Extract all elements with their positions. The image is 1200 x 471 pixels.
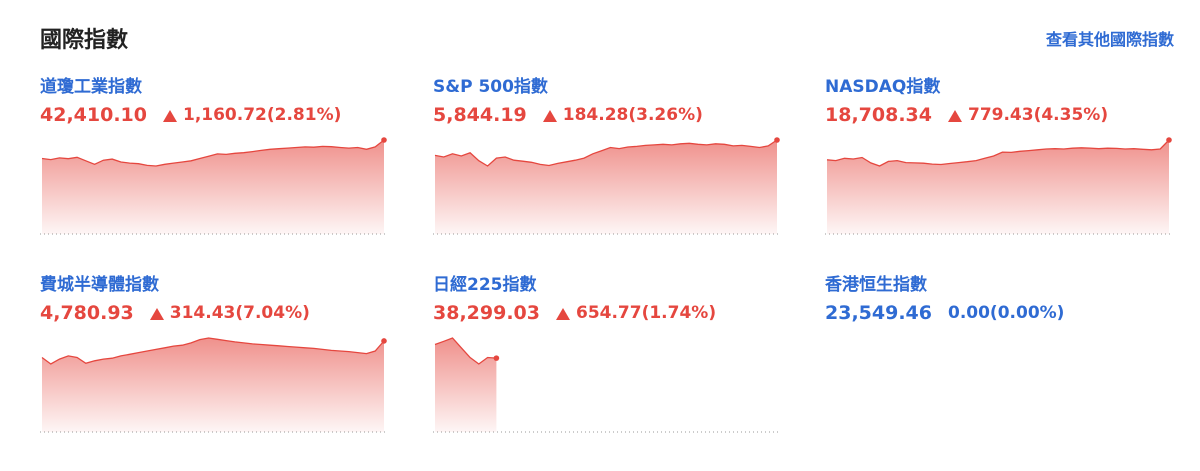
up-arrow (947, 110, 962, 122)
sparkline (40, 137, 387, 235)
arrow-shape (149, 308, 164, 320)
index-change: 779.43(4.35%) (967, 105, 1109, 125)
spark-line (434, 139, 778, 167)
up-arrow (555, 308, 570, 320)
spark-area (435, 338, 497, 432)
sparkline (433, 137, 780, 235)
index-price: 42,410.10 (40, 104, 147, 126)
last-point (493, 355, 500, 361)
sparkline (433, 337, 779, 433)
sparkline (40, 337, 387, 433)
spark-area (827, 140, 1169, 234)
up-arrow (149, 308, 164, 320)
index-name[interactable]: S&P 500指數 (433, 77, 548, 97)
index-price: 23,549.46 (825, 302, 932, 324)
last-point (1166, 137, 1172, 143)
spark-area (435, 140, 777, 234)
last-point (774, 137, 780, 143)
sparkline (825, 137, 1172, 235)
arrow-shape (162, 110, 177, 122)
spark-area (42, 140, 384, 234)
index-change: 184.28(3.26%) (562, 105, 703, 125)
index-name[interactable]: 香港恒生指數 (825, 275, 927, 295)
index-change: 1,160.72(2.81%) (182, 105, 342, 125)
more-link[interactable]: 查看其他國際指數 (1045, 30, 1174, 49)
up-arrow (542, 110, 557, 122)
section-title: 國際指數 (40, 28, 129, 53)
index-name[interactable]: 道瓊工業指數 (40, 77, 142, 97)
index-change: 314.43(7.04%) (169, 303, 310, 323)
index-name[interactable]: 費城半導體指數 (40, 275, 159, 295)
arrow-shape (542, 110, 557, 122)
index-price: 18,708.34 (825, 104, 932, 126)
arrow-shape (947, 110, 962, 122)
spark-line (41, 139, 385, 167)
spark-line (434, 337, 497, 365)
index-price: 5,844.19 (433, 104, 527, 126)
index-name[interactable]: NASDAQ指數 (825, 77, 941, 97)
index-change: 0.00(0.00%) (947, 303, 1065, 323)
spark-line (826, 139, 1170, 167)
arrow-shape (555, 308, 570, 320)
up-arrow (162, 110, 177, 122)
last-point (381, 137, 387, 143)
spark-line (41, 337, 385, 365)
index-price: 38,299.03 (433, 302, 540, 324)
index-price: 4,780.93 (40, 302, 134, 324)
spark-area (42, 338, 384, 432)
index-change: 654.77(1.74%) (575, 303, 717, 323)
last-point (381, 338, 387, 344)
index-name[interactable]: 日經225指數 (433, 275, 537, 295)
